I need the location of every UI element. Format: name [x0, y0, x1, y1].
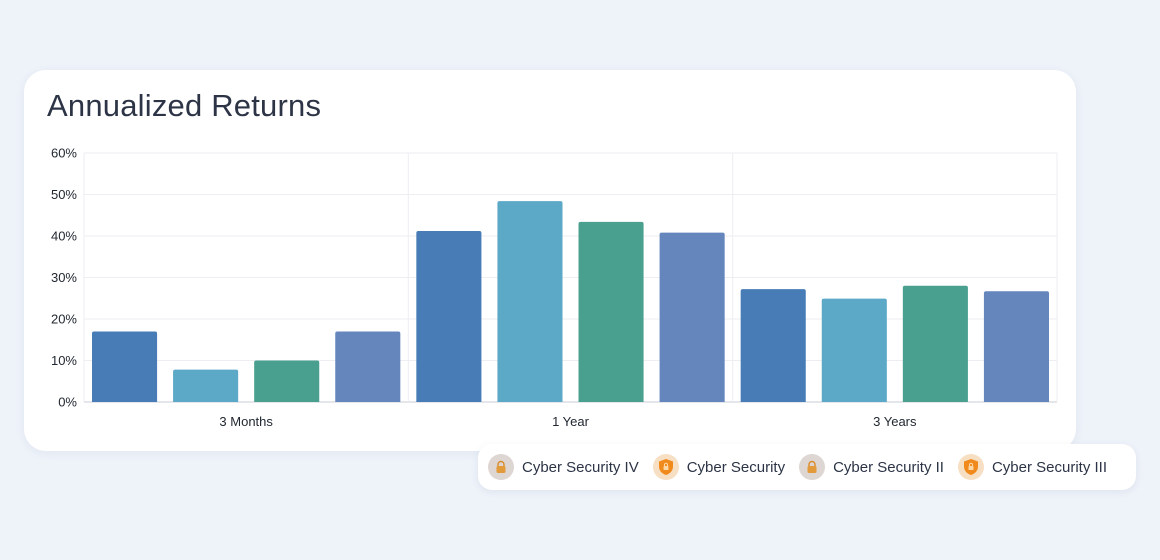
- shield-icon: [957, 454, 984, 480]
- legend-label: Cyber Security IV: [522, 458, 639, 476]
- bar-3-months-series-1: [92, 331, 158, 402]
- y-tick-label: 50%: [51, 187, 77, 202]
- y-tick-label: 40%: [51, 229, 77, 244]
- legend-item-cyber-security-iii[interactable]: Cyber Security III: [957, 454, 1108, 480]
- chart-legend: Cyber Security IV Cyber Security Cyber S…: [478, 444, 1136, 490]
- bar-3-months-series-3: [254, 360, 320, 402]
- legend-label: Cyber Security III: [991, 458, 1108, 476]
- bar-3-years-series-1: [740, 289, 806, 402]
- card-title: Annualized Returns: [47, 88, 322, 123]
- lock-icon: [488, 454, 514, 480]
- bar-3-years-series-4: [983, 291, 1049, 402]
- lock-icon: [799, 454, 826, 480]
- y-tick-label: 0%: [58, 395, 77, 410]
- y-tick-label: 30%: [51, 270, 77, 285]
- legend-item-cyber-security-iv[interactable]: Cyber Security IV: [488, 454, 639, 480]
- y-tick-label: 20%: [51, 312, 77, 327]
- y-tick-label: 10%: [51, 353, 77, 368]
- bar-1-year-series-2: [497, 201, 563, 402]
- y-tick-label: 60%: [51, 146, 77, 161]
- x-tick-label: 3 Months: [219, 414, 273, 429]
- returns-card: Annualized Returns 0% 10% 20% 30% 40% 50% 60% 3…: [24, 70, 1076, 451]
- legend-item-cyber-security[interactable]: Cyber Security: [652, 454, 786, 480]
- bar-3-months-series-4: [335, 331, 401, 402]
- bar-1-year-series-3: [578, 221, 644, 402]
- bar-3-months-series-2: [173, 369, 239, 402]
- bar-1-year-series-4: [659, 232, 725, 402]
- bar-3-years-series-2: [821, 298, 887, 402]
- legend-label: Cyber Security: [686, 458, 786, 476]
- bar-3-years-series-3: [902, 285, 968, 402]
- returns-bar-chart: 0% 10% 20% 30% 40% 50% 60% 3 Months 1 Year 3 Year…: [51, 146, 1058, 429]
- shield-icon: [652, 454, 679, 480]
- x-tick-label: 3 Years: [873, 414, 917, 429]
- legend-label: Cyber Security II: [833, 458, 944, 476]
- legend-item-cyber-security-ii[interactable]: Cyber Security II: [799, 454, 944, 480]
- bar-1-year-series-1: [416, 231, 482, 402]
- x-tick-label: 1 Year: [552, 414, 590, 429]
